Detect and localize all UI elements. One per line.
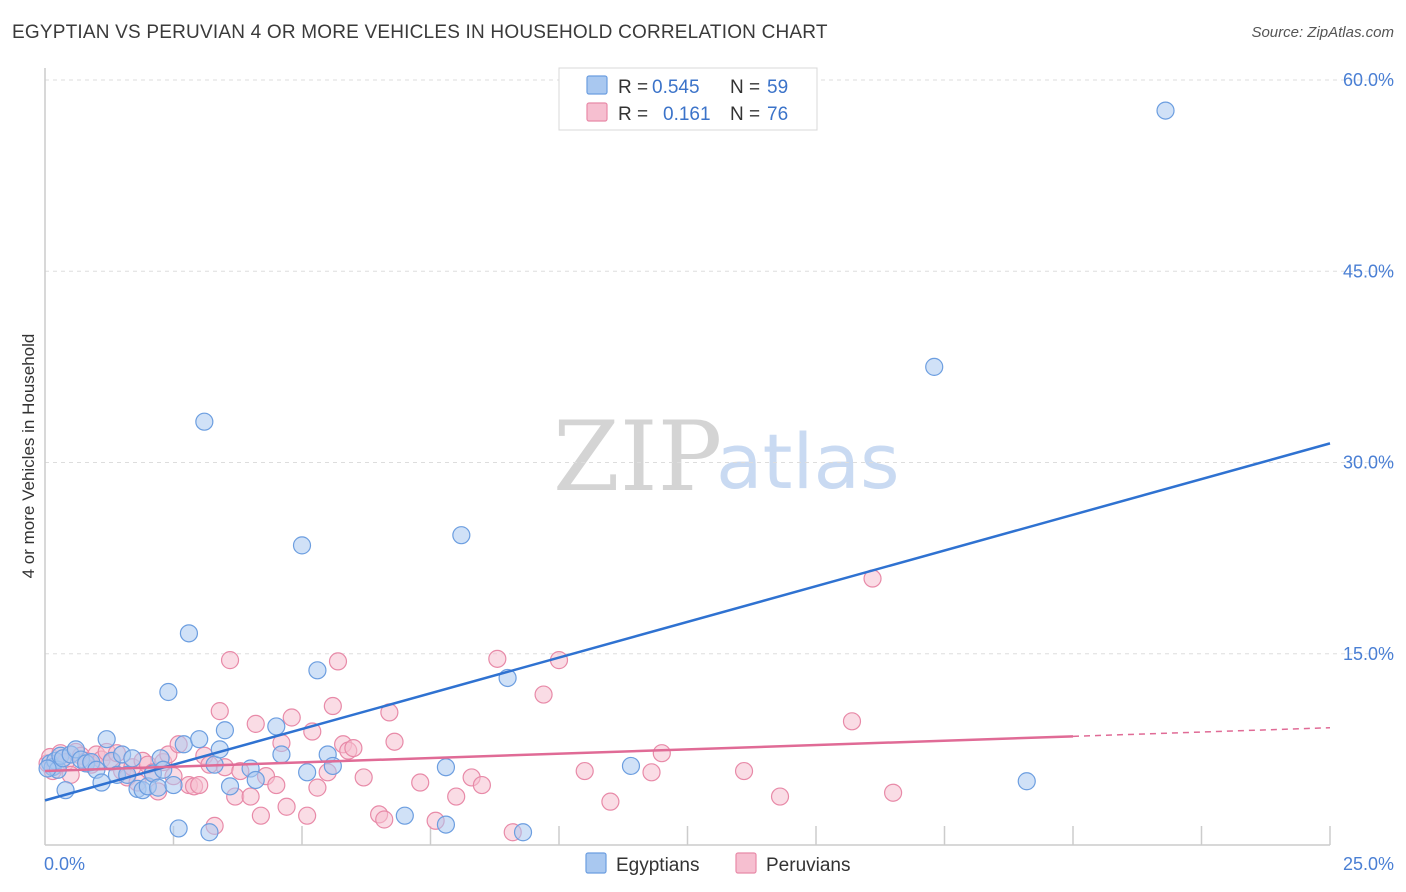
peruvian-point	[575, 761, 594, 781]
legend-bottom-swatch-peruvians	[735, 852, 757, 874]
legend-r-label-peruvians: R =	[618, 104, 648, 125]
trend-lines	[44, 442, 1331, 802]
egyptian-point	[436, 815, 456, 834]
watermark-atlas: atlas	[716, 417, 900, 506]
legend-bottom: Egyptians Peruvians	[585, 852, 851, 876]
peruvian-point	[190, 775, 209, 795]
y-axis-label: 4 or more Vehicles in Household	[19, 334, 38, 579]
peruvian-point	[472, 775, 491, 795]
legend-r-value-peruvians: 0.161	[663, 104, 711, 125]
trend-line-extension-peruvians	[1072, 726, 1331, 738]
peruvian-point	[246, 714, 265, 733]
y-tick-label: 60.0%	[1343, 70, 1394, 90]
trend-line-egyptians	[44, 442, 1331, 802]
egyptian-point	[925, 357, 944, 376]
peruvian-point	[411, 773, 430, 792]
egyptian-point	[164, 775, 183, 795]
egyptian-point	[452, 526, 471, 545]
egyptian-point	[246, 770, 265, 790]
egyptian-point	[513, 823, 533, 842]
peruvian-point	[328, 652, 348, 671]
peruvian-point	[277, 797, 296, 816]
egyptian-point	[308, 661, 327, 680]
peruvian-point	[282, 708, 301, 727]
egyptian-point	[272, 745, 291, 764]
egyptian-point	[1156, 101, 1175, 120]
legend-r-value-egyptians: 0.545	[652, 77, 700, 98]
egyptian-point	[292, 536, 312, 555]
peruvian-point	[601, 792, 620, 811]
peruvian-point	[734, 761, 754, 781]
chart-title: EGYPTIAN VS PERUVIAN 4 OR MORE VEHICLES …	[12, 22, 828, 43]
egyptian-point	[267, 717, 286, 736]
egyptian-point	[159, 682, 178, 702]
egyptian-point	[1017, 772, 1036, 791]
egyptian-point	[215, 721, 234, 740]
peruvian-point	[447, 787, 466, 806]
egyptian-point	[436, 758, 456, 777]
legend-bottom-label-egyptians: Egyptians	[616, 855, 699, 876]
trend-line-peruvians	[44, 735, 1074, 773]
egyptian-point	[621, 756, 641, 776]
egyptian-point	[298, 763, 317, 782]
peruvian-point	[375, 810, 394, 829]
egyptian-point	[38, 759, 57, 778]
y-tick-label: 45.0%	[1343, 261, 1394, 281]
egyptian-point	[195, 412, 214, 431]
peruvian-point	[488, 649, 507, 668]
peruvian-point	[241, 787, 260, 806]
peruvian-point	[308, 778, 327, 797]
legend-bottom-label-peruvians: Peruvians	[766, 855, 851, 876]
egyptian-point	[97, 730, 116, 749]
x-tick-label-min: 0.0%	[44, 854, 85, 874]
peruvian-point	[344, 738, 363, 758]
y-tick-label: 15.0%	[1343, 644, 1394, 664]
peruvian-point	[385, 732, 404, 751]
source-label: Source: ZipAtlas.com	[1251, 24, 1394, 41]
peruvian-point	[354, 768, 373, 787]
egyptian-point	[148, 778, 168, 797]
peruvian-point	[534, 685, 553, 704]
peruvian-point	[642, 763, 661, 782]
egyptian-point	[123, 749, 142, 768]
peruvian-point	[770, 787, 790, 806]
legend-swatch-peruvians	[586, 102, 608, 122]
egyptian-point	[220, 777, 240, 796]
legend-bottom-swatch-egyptians	[585, 852, 607, 874]
peruvian-point	[323, 696, 342, 716]
legend-n-value-peruvians: 76	[767, 104, 788, 125]
egyptian-point	[190, 730, 209, 749]
peruvian-point	[251, 806, 270, 825]
legend-r-label-egyptians: R =	[618, 77, 648, 98]
y-tick-labels: 15.0% 30.0% 45.0% 60.0%	[1343, 70, 1394, 664]
egyptian-point	[179, 624, 199, 643]
peruvian-point	[842, 712, 862, 731]
legend-top: R = 0.545 N = 59 R = 0.161 N = 76	[558, 67, 818, 131]
legend-n-label-egyptians: N =	[730, 77, 760, 98]
peruvian-point	[267, 775, 286, 795]
legend-n-label-peruvians: N =	[730, 104, 760, 125]
watermark-zip: ZIP	[553, 401, 722, 513]
peruvian-point	[210, 702, 229, 721]
egyptian-point	[169, 819, 188, 838]
egyptian-point	[395, 806, 414, 825]
legend-n-value-egyptians: 59	[767, 77, 788, 98]
peruvian-point	[883, 783, 903, 802]
legend-swatch-egyptians	[586, 75, 608, 95]
gridlines	[45, 79, 1392, 655]
peruvians-points	[38, 569, 903, 842]
peruvian-point	[652, 744, 671, 763]
peruvian-point	[298, 806, 317, 825]
egyptian-point	[200, 823, 219, 842]
y-tick-label: 30.0%	[1343, 453, 1394, 473]
x-ticks	[172, 826, 1331, 845]
egyptian-point	[174, 735, 193, 754]
x-tick-label-max: 25.0%	[1343, 854, 1394, 874]
peruvian-point	[220, 651, 240, 670]
